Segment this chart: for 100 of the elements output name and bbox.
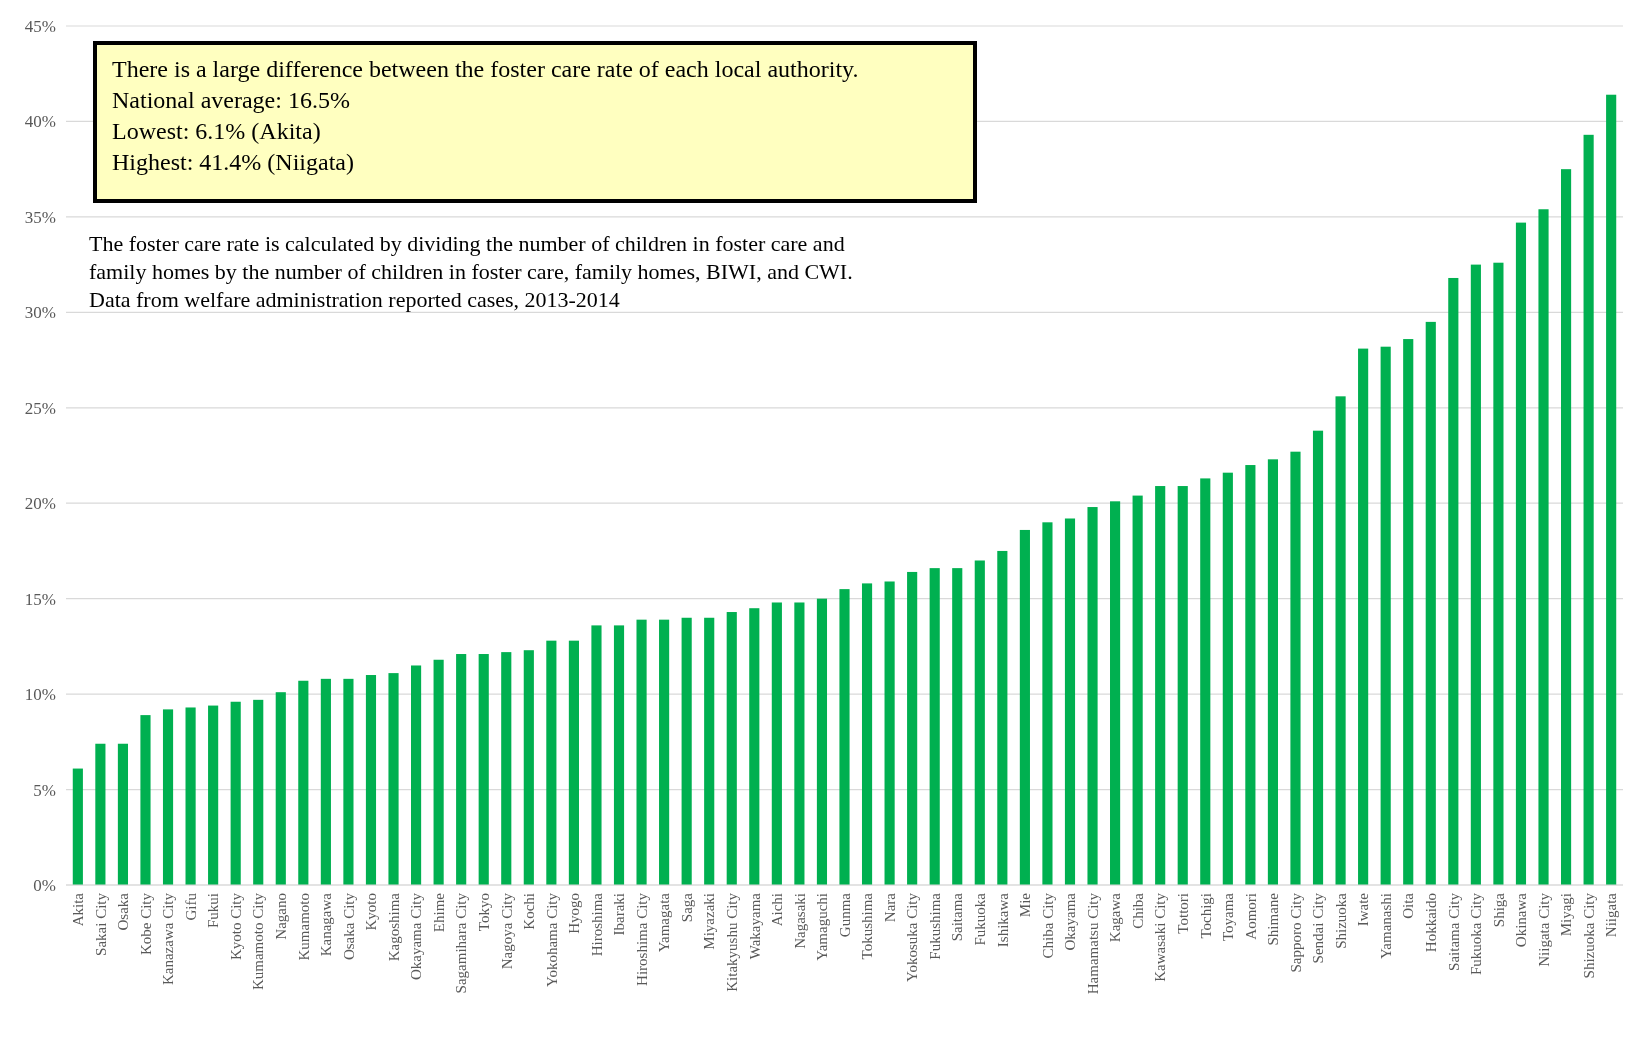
x-tick-label: Niigata [1603, 892, 1620, 938]
bar [411, 665, 422, 885]
bar [275, 692, 286, 885]
y-tick-label: 15% [24, 589, 56, 609]
x-tick-label: Saitama [949, 892, 966, 942]
x-tick-label: Osaka [115, 892, 132, 931]
x-tick-label: Sendai City [1310, 892, 1327, 964]
x-tick-label: Ishikawa [994, 892, 1011, 948]
bar [185, 707, 196, 885]
bar [478, 654, 489, 885]
bar [681, 617, 692, 885]
bar [1222, 472, 1233, 885]
annotation: The foster care rate is calculated by dividing the number of children in foster care and family homes by the number of children in foster care, family homes, BIWI, and CWI. Data from welfare administration reported cases, 2013-2014 [89, 231, 853, 312]
x-tick-label: Kawasaki City [1152, 892, 1169, 982]
bar [1267, 459, 1279, 885]
x-tick-label: Wakayama [746, 892, 763, 960]
x-tick-label: Kagawa [1107, 892, 1124, 943]
x-tick-label: Ehime [430, 892, 447, 933]
x-tick-label: Hokkaido [1423, 893, 1440, 953]
bar [1493, 262, 1504, 885]
x-tick-label: Hyogo [566, 893, 583, 934]
bar [501, 652, 512, 885]
bar [636, 619, 647, 885]
bar [320, 678, 331, 885]
x-tick-label: Osaka City [340, 892, 357, 961]
bar [1403, 339, 1414, 885]
bar [365, 675, 377, 885]
x-tick-label: Tottori [1174, 893, 1191, 934]
x-tick-label: Aichi [769, 893, 786, 927]
bar [816, 598, 828, 885]
bar [253, 699, 264, 885]
x-tick-label: Kanazawa City [160, 892, 177, 986]
bar [929, 568, 940, 885]
bar [1470, 264, 1481, 885]
x-tick-label: Kagoshima [385, 892, 402, 962]
x-tick-label: Kobe City [137, 892, 154, 956]
bar [1515, 222, 1527, 885]
bar [907, 571, 918, 885]
x-tick-label: Kochi [521, 893, 538, 930]
bar [1425, 321, 1436, 885]
x-tick-label: Saga [678, 892, 695, 923]
bar [1560, 169, 1572, 885]
x-tick-label: Sakai City [92, 892, 109, 956]
x-tick-label: Fukuoka [972, 892, 989, 946]
x-tick-label: Shizuoka [1332, 892, 1349, 949]
x-tick-label: Gifu [182, 892, 199, 921]
x-tick-label: Yamagata [656, 892, 673, 953]
bar [726, 612, 737, 885]
y-tick-label: 0% [33, 875, 56, 895]
x-tick-label: Mie [1017, 892, 1034, 918]
bar [704, 617, 715, 885]
bar [1064, 518, 1076, 885]
bar [974, 560, 985, 885]
bar [433, 659, 444, 885]
x-tick-label: Oita [1400, 892, 1417, 919]
bar [613, 625, 625, 885]
bar [794, 602, 805, 885]
x-tick-label: Toyama [1220, 892, 1237, 942]
x-tick-label: Nagano [273, 893, 290, 940]
y-tick-label: 30% [24, 303, 56, 323]
bar [1312, 430, 1324, 885]
x-tick-label: Ibaraki [611, 893, 628, 936]
bar [1538, 209, 1549, 885]
bar [749, 608, 760, 885]
bar [568, 640, 579, 885]
x-tick-label: Okayama City [408, 892, 425, 981]
y-tick-label: 35% [24, 207, 56, 227]
x-tick-label: Yamanashi [1377, 893, 1394, 959]
x-tick-label: Shizuoka City [1580, 892, 1597, 979]
bar [1448, 277, 1459, 885]
bar [952, 568, 963, 885]
bar [140, 715, 151, 885]
x-tick-label: Aomori [1242, 893, 1259, 940]
note-box: There is a large difference between the foster care rate of each local authority. National average: 16.5% Lowest: 6.1% (Akita) Highest: 41.4% (Niigata) [93, 41, 977, 203]
x-tick-label: Tokyo [475, 893, 492, 932]
bar [1606, 94, 1617, 885]
bar [1155, 486, 1166, 885]
x-tick-label: Nara [881, 892, 898, 923]
x-tick-label: Kyoto [363, 893, 380, 931]
x-tick-label: Kanagawa [318, 892, 335, 957]
bar [771, 602, 782, 885]
x-tick-label: Fukui [205, 893, 222, 929]
bar [72, 768, 83, 885]
bar [884, 581, 895, 885]
x-tick-label: Chiba [1129, 892, 1146, 929]
x-tick-label: Shimane [1265, 892, 1282, 946]
bar [546, 640, 557, 885]
x-tick-label: Hiroshima [588, 892, 605, 957]
x-tick-label: Miyazaki [701, 893, 718, 950]
y-tick-label: 45% [24, 16, 56, 36]
x-tick-label: Kumamoto City [250, 892, 267, 991]
bar [230, 701, 241, 885]
x-tick-label: Akita [70, 892, 87, 927]
bar [298, 680, 309, 885]
y-tick-label: 10% [24, 685, 56, 705]
x-tick-label: Kitakyushu City [724, 892, 741, 992]
bar [388, 673, 399, 885]
x-tick-label: Hamamatsu City [1084, 892, 1101, 995]
bar [1177, 486, 1188, 885]
bar [1245, 465, 1256, 885]
